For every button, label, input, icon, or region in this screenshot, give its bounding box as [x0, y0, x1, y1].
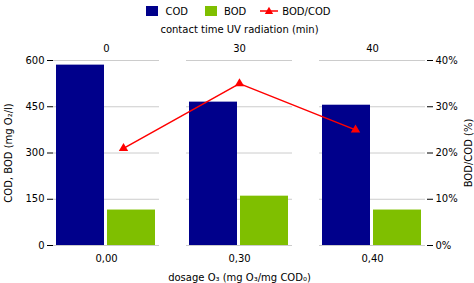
- svg-text:0,30: 0,30: [228, 253, 250, 264]
- svg-text:10%: 10%: [436, 193, 458, 204]
- html-text:BOD: BOD: [224, 5, 247, 17]
- svg-text:30%: 30%: [436, 101, 458, 112]
- svg-text:0: 0: [38, 240, 44, 251]
- svg-text:dosage O₃ (mg O₃/mg COD₀): dosage O₃ (mg O₃/mg COD₀): [168, 272, 311, 283]
- svg-text:300: 300: [25, 147, 44, 158]
- svg-text:0,40: 0,40: [361, 253, 383, 264]
- svg-text:40: 40: [366, 43, 379, 54]
- svg-text:450: 450: [25, 101, 44, 112]
- svg-text:40%: 40%: [436, 55, 458, 66]
- svg-text:COD, BOD (mg O₂/l): COD, BOD (mg O₂/l): [3, 103, 14, 203]
- svg-text:20%: 20%: [436, 147, 458, 158]
- html-text:BOD/COD: BOD/COD: [282, 5, 331, 17]
- html-text:COD: COD: [165, 5, 188, 17]
- svg-text:0: 0: [103, 43, 109, 54]
- svg-text:0%: 0%: [436, 240, 452, 251]
- svg-text:150: 150: [25, 193, 44, 204]
- svg-text:600: 600: [25, 55, 44, 66]
- svg-text:contact time UV radiation (min: contact time UV radiation (min): [160, 24, 318, 35]
- svg-text:30: 30: [233, 43, 246, 54]
- svg-text:BOD/COD (%): BOD/COD (%): [463, 119, 474, 188]
- svg-text:0,00: 0,00: [95, 253, 117, 264]
